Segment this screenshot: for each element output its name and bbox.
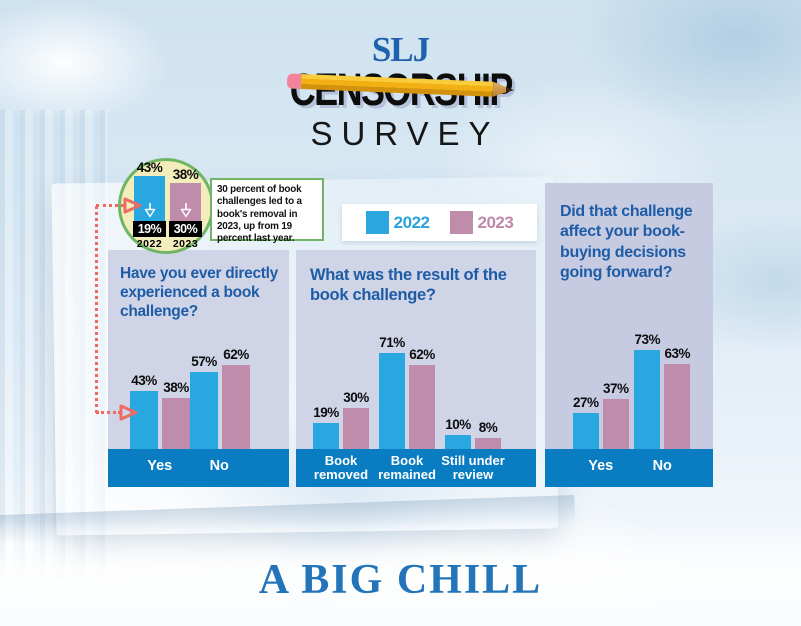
category-band: Yes No bbox=[545, 449, 713, 487]
bar-group: 10% 8% bbox=[440, 417, 506, 449]
down-arrow-icon bbox=[180, 203, 191, 218]
category-label: Book remained bbox=[378, 453, 436, 483]
bar-group: 71% 62% bbox=[374, 335, 440, 449]
bar-value-label: 63% bbox=[664, 346, 691, 361]
category-label: No bbox=[652, 458, 672, 474]
category-label: Yes bbox=[147, 458, 173, 474]
down-arrow-icon bbox=[144, 203, 155, 218]
connector-line-vertical bbox=[95, 206, 98, 413]
mini-bar-value: 38% bbox=[172, 167, 199, 182]
bar-group: 19% 30% bbox=[308, 390, 374, 449]
bar-group: 57% 62% bbox=[190, 347, 250, 449]
mini-year-label: 2022 bbox=[136, 238, 163, 250]
bar-group: 73% 63% bbox=[632, 332, 694, 449]
pencil-eraser bbox=[286, 73, 302, 90]
category-band: Book removed Book remained Still under rev… bbox=[296, 449, 536, 487]
bar-2022-book-removed: 19% bbox=[313, 405, 339, 449]
bar-2022-no: 57% bbox=[190, 354, 218, 449]
bar-2023-yes: 38% bbox=[162, 380, 190, 449]
bar-2022-book-remained: 71% bbox=[379, 335, 405, 449]
connector-line-top bbox=[96, 204, 124, 207]
legend-swatch-2022 bbox=[365, 211, 389, 234]
bar-2023-yes: 37% bbox=[602, 381, 629, 449]
callout-note-box: 30 percent of book challenges led to a b… bbox=[210, 178, 324, 244]
mini-year-label: 2023 bbox=[172, 238, 199, 250]
bar-value-label: 73% bbox=[634, 332, 661, 347]
legend-label-2022: 2022 bbox=[393, 212, 430, 232]
bars-area: 19% 30% 71% 62% 10% 8% bbox=[296, 335, 536, 449]
bar-2023-still-under-review: 8% bbox=[475, 420, 501, 449]
survey-title: SURVEY bbox=[310, 115, 500, 152]
mini-bar-value: 43% bbox=[136, 160, 163, 175]
chart-title: Have you ever directly experienced a boo… bbox=[120, 265, 278, 320]
pencil-tip bbox=[493, 82, 514, 98]
bar-2023-book-removed: 30% bbox=[343, 390, 369, 449]
category-label: Yes bbox=[588, 458, 614, 474]
bar-group: 27% 37% bbox=[570, 381, 632, 449]
legend-label-2023: 2023 bbox=[477, 212, 514, 232]
bar-2023-no: 62% bbox=[222, 347, 250, 449]
big-title: A BIG CHILL bbox=[258, 557, 543, 603]
mini-removal-rate-2023: 30% bbox=[169, 221, 202, 237]
bar-value-label: 62% bbox=[409, 347, 435, 362]
category-band: Yes No bbox=[108, 449, 289, 487]
mini-bar-2023: 38% 30% 2023 bbox=[169, 167, 202, 250]
category-label: No bbox=[209, 458, 229, 474]
chart-title: Did that challenge affect your book-buyi… bbox=[560, 203, 693, 282]
category-label: Still under review bbox=[441, 453, 505, 483]
category-label: Book removed bbox=[313, 453, 369, 483]
bar-value-label: 8% bbox=[478, 420, 498, 435]
legend-item-2023: 2023 bbox=[449, 211, 514, 234]
chart-title: What was the result of the book challeng… bbox=[310, 266, 507, 305]
chart-panel-challenge-result: What was the result of the book challeng… bbox=[296, 250, 536, 487]
bar-2023-book-remained: 62% bbox=[409, 347, 435, 449]
bar-2022-yes: 27% bbox=[572, 395, 599, 449]
mini-bar-column-2023: 30% bbox=[169, 183, 202, 237]
arrow-right-icon bbox=[119, 404, 138, 421]
chart-legend: 2022 2023 bbox=[342, 204, 537, 241]
bar-value-label: 37% bbox=[602, 381, 629, 396]
callout-note-text: 30 percent of book challenges led to a b… bbox=[217, 184, 302, 245]
chart-panel-experienced-challenge: Have you ever directly experienced a boo… bbox=[108, 250, 289, 487]
bar-2022-still-under-review: 10% bbox=[445, 417, 471, 449]
chart-panel-book-buying: Did that challenge affect your book-buyi… bbox=[545, 183, 713, 487]
bar-2022-no: 73% bbox=[634, 332, 661, 449]
bars-area: 27% 37% 73% 63% bbox=[545, 332, 713, 449]
mini-removal-rate-2022: 19% bbox=[133, 221, 166, 237]
legend-swatch-2023 bbox=[449, 211, 473, 234]
bar-value-label: 62% bbox=[223, 347, 249, 362]
bar-2023-no: 63% bbox=[664, 346, 691, 449]
legend-item-2022: 2022 bbox=[365, 211, 430, 234]
bars-area: 43% 38% 57% 62% bbox=[108, 347, 289, 449]
arrow-right-icon bbox=[123, 197, 142, 214]
bar-value-label: 30% bbox=[343, 390, 369, 405]
